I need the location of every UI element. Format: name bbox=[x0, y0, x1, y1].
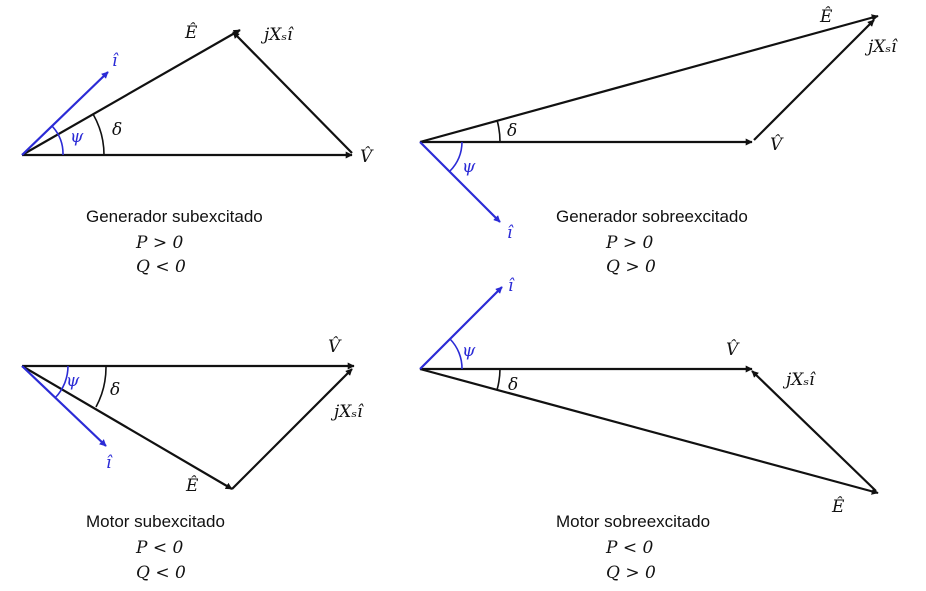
label-delta: δ bbox=[507, 121, 517, 141]
label-psi: ψ bbox=[462, 341, 476, 361]
reactance-drop-phasor bbox=[232, 31, 353, 154]
label-i: î bbox=[112, 51, 119, 71]
panel-title: Motor subexcitado bbox=[86, 512, 225, 531]
panel-title: Motor sobreexcitado bbox=[556, 512, 710, 531]
current-phasor-i bbox=[21, 365, 107, 447]
label-delta: δ bbox=[508, 375, 518, 395]
current-phasor-i bbox=[419, 141, 501, 223]
label-jxsi: jXₛî bbox=[782, 370, 816, 390]
label-delta: δ bbox=[112, 120, 122, 140]
reactive-power-condition: Q < 0 bbox=[136, 563, 186, 583]
label-i: î bbox=[508, 276, 515, 296]
label-jxsi: jXₛî bbox=[260, 25, 294, 45]
emf-phasor-e bbox=[21, 29, 241, 156]
reactive-power-condition: Q < 0 bbox=[136, 257, 186, 277]
label-delta: δ bbox=[110, 380, 120, 400]
label-e: Ê bbox=[184, 22, 198, 43]
label-v: V̂ bbox=[328, 337, 342, 357]
label-e: Ê bbox=[831, 496, 845, 517]
active-power-condition: P > 0 bbox=[135, 233, 183, 253]
delta-arc bbox=[92, 113, 105, 156]
psi-arc bbox=[54, 365, 69, 399]
active-power-condition: P < 0 bbox=[135, 538, 183, 558]
delta-arc bbox=[95, 365, 107, 408]
reactance-drop-phasor bbox=[753, 19, 875, 141]
delta-arc bbox=[496, 368, 501, 391]
reactive-power-condition: Q > 0 bbox=[606, 257, 656, 277]
label-psi: ψ bbox=[66, 371, 80, 391]
label-jxsi: jXₛî bbox=[330, 402, 364, 422]
panel-motor-overexcited: î ψ V̂ jXₛî δ Ê Motor sobreexcitado P < … bbox=[419, 276, 879, 583]
emf-phasor-e bbox=[21, 365, 233, 490]
current-phasor-i bbox=[419, 286, 503, 370]
panel-motor-underexcited: V̂ jXₛî Ê î ψ δ Motor subexcitado P < 0 … bbox=[21, 337, 364, 583]
emf-phasor-e bbox=[419, 14, 879, 144]
label-e: Ê bbox=[185, 475, 199, 496]
psi-arc bbox=[51, 125, 64, 156]
reactance-drop-phasor bbox=[231, 368, 353, 490]
label-i: î bbox=[106, 453, 113, 473]
label-psi: ψ bbox=[70, 127, 84, 147]
label-v: V̂ bbox=[360, 147, 374, 167]
label-psi: ψ bbox=[462, 157, 476, 177]
panel-title: Generador sobreexcitado bbox=[556, 207, 748, 226]
label-i: î bbox=[507, 223, 514, 243]
label-v: V̂ bbox=[726, 340, 740, 360]
panel-title: Generador subexcitado bbox=[86, 207, 263, 226]
active-power-condition: P > 0 bbox=[605, 233, 653, 253]
label-v: V̂ bbox=[770, 135, 784, 155]
current-phasor-i bbox=[21, 71, 109, 156]
psi-arc bbox=[449, 338, 463, 370]
label-e: Ê bbox=[819, 6, 833, 27]
active-power-condition: P < 0 bbox=[605, 538, 653, 558]
panel-generator-underexcited: Ê jXₛî V̂ î ψ δ Generador subexcitado P … bbox=[21, 22, 374, 277]
label-jxsi: jXₛî bbox=[864, 37, 898, 57]
panel-generator-overexcited: Ê jXₛî V̂ î ψ δ Generador sobreexcitado … bbox=[419, 6, 898, 277]
reactive-power-condition: Q > 0 bbox=[606, 563, 656, 583]
delta-arc bbox=[496, 119, 501, 143]
psi-arc bbox=[449, 141, 463, 172]
reactance-drop-phasor bbox=[751, 370, 877, 492]
